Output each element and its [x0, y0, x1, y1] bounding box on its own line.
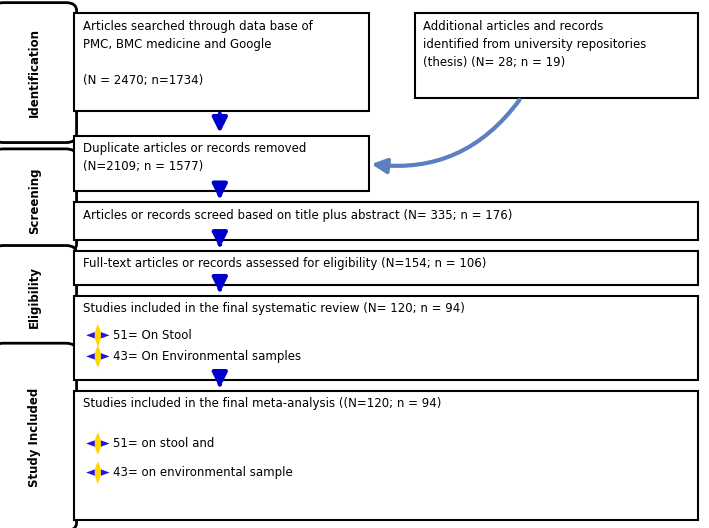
FancyBboxPatch shape [0, 343, 77, 528]
Text: Articles or records screed based on title plus abstract (N= 335; n = 176): Articles or records screed based on titl… [83, 209, 513, 222]
FancyArrowPatch shape [376, 100, 520, 172]
Text: Screening: Screening [28, 167, 41, 233]
Text: 43= on environmental sample: 43= on environmental sample [113, 466, 294, 479]
Text: Full-text articles or records assessed for eligibility (N=154; n = 106): Full-text articles or records assessed f… [83, 257, 486, 270]
Text: 51= on stool and: 51= on stool and [113, 437, 215, 450]
Polygon shape [86, 432, 109, 455]
Text: Study Included: Study Included [28, 388, 41, 486]
Polygon shape [86, 353, 95, 360]
Polygon shape [86, 469, 95, 476]
Polygon shape [101, 469, 109, 476]
Polygon shape [86, 324, 109, 347]
Text: Articles searched through data base of
PMC, BMC medicine and Google

(N = 2470; : Articles searched through data base of P… [83, 20, 313, 87]
FancyBboxPatch shape [74, 136, 369, 191]
Polygon shape [101, 440, 109, 447]
Text: Duplicate articles or records removed
(N=2109; n = 1577): Duplicate articles or records removed (N… [83, 142, 306, 173]
FancyBboxPatch shape [0, 149, 77, 252]
Polygon shape [86, 440, 95, 447]
FancyBboxPatch shape [74, 13, 369, 111]
Polygon shape [86, 332, 95, 338]
Polygon shape [101, 332, 109, 338]
Text: 43= On Environmental samples: 43= On Environmental samples [113, 350, 301, 363]
Text: Eligibility: Eligibility [28, 266, 41, 328]
Text: Additional articles and records
identified from university repositories
(thesis): Additional articles and records identifi… [423, 20, 647, 69]
FancyBboxPatch shape [0, 246, 77, 348]
FancyBboxPatch shape [74, 202, 698, 240]
FancyBboxPatch shape [74, 296, 698, 380]
Polygon shape [86, 345, 109, 368]
Text: Studies included in the final meta-analysis ((N=120; n = 94): Studies included in the final meta-analy… [83, 397, 441, 410]
Text: 51= On Stool: 51= On Stool [113, 329, 192, 342]
FancyBboxPatch shape [415, 13, 698, 98]
FancyBboxPatch shape [74, 251, 698, 285]
Polygon shape [101, 353, 109, 360]
FancyBboxPatch shape [74, 391, 698, 520]
Polygon shape [86, 461, 109, 484]
Text: Identification: Identification [28, 28, 41, 117]
FancyBboxPatch shape [0, 3, 77, 143]
Text: Studies included in the final systematic review (N= 120; n = 94): Studies included in the final systematic… [83, 302, 465, 315]
